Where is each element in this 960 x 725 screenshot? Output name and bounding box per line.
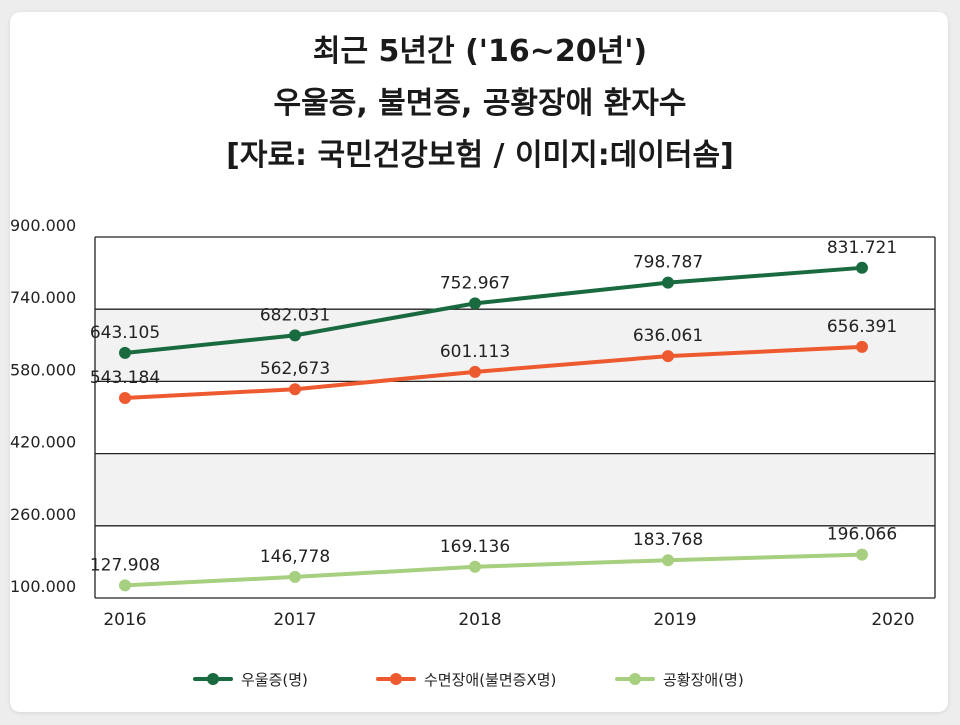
title-line-3: [자료: 국민건강보험 / 이미지:데이터솜]: [226, 138, 734, 173]
data-point: [856, 261, 868, 274]
data-label: 543.184: [90, 368, 160, 388]
x-tick-label: 2018: [458, 610, 501, 630]
data-point: [856, 548, 868, 561]
x-tick-label: 2020: [871, 610, 914, 630]
data-point: [469, 560, 481, 573]
data-label: 169.136: [440, 537, 510, 557]
legend-label: 수면장애(불면증X명): [424, 671, 556, 689]
chart-title: 최근 5년간 ('16~20년') 우울증, 불면증, 공황장애 환자수 [자료…: [0, 26, 960, 182]
data-label: 798.787: [633, 253, 703, 273]
data-point: [289, 383, 301, 396]
y-tick-label: 420.000: [10, 433, 76, 452]
data-label: 636.061: [633, 326, 703, 346]
data-label: 127.908: [90, 555, 160, 575]
data-label: 656.391: [827, 317, 897, 337]
y-tick-label: 580.000: [10, 360, 76, 379]
data-label: 831.721: [827, 238, 897, 258]
y-tick-label: 260.000: [10, 505, 76, 524]
data-point: [469, 365, 481, 378]
data-label: 752.967: [440, 273, 510, 293]
legend-label: 우울증(명): [241, 671, 308, 689]
data-point: [662, 350, 674, 363]
data-point: [469, 297, 481, 310]
x-tick-label: 2017: [273, 610, 316, 630]
legend-label: 공황장애(명): [663, 671, 744, 689]
data-point: [119, 579, 131, 592]
data-point: [119, 346, 131, 359]
data-point: [662, 276, 674, 289]
data-label: 682.031: [260, 305, 330, 325]
title-line-2: 우울증, 불면증, 공황장애 환자수: [273, 86, 687, 121]
x-tick-label: 2019: [653, 610, 696, 630]
data-point: [289, 570, 301, 583]
data-label: 562,673: [260, 359, 330, 379]
legend-marker: [390, 673, 402, 685]
data-label: 643.105: [90, 323, 160, 343]
y-tick-label: 900.000: [10, 216, 76, 235]
data-point: [662, 554, 674, 567]
grid-band-3: [95, 453, 935, 526]
grid-band-4: [95, 525, 935, 598]
data-point: [856, 340, 868, 353]
data-label: 183.768: [633, 530, 703, 550]
y-tick-label: 100.000: [10, 577, 76, 596]
data-point: [289, 329, 301, 342]
legend-marker: [629, 673, 641, 685]
y-tick-label: 740.000: [10, 288, 76, 307]
data-label: 601.113: [440, 342, 510, 362]
legend-marker: [207, 673, 219, 685]
data-label: 196.066: [827, 525, 897, 545]
title-line-1: 최근 5년간 ('16~20년'): [312, 34, 648, 69]
data-point: [119, 392, 131, 405]
data-label: 146,778: [260, 547, 330, 567]
x-tick-label: 2016: [103, 610, 146, 630]
